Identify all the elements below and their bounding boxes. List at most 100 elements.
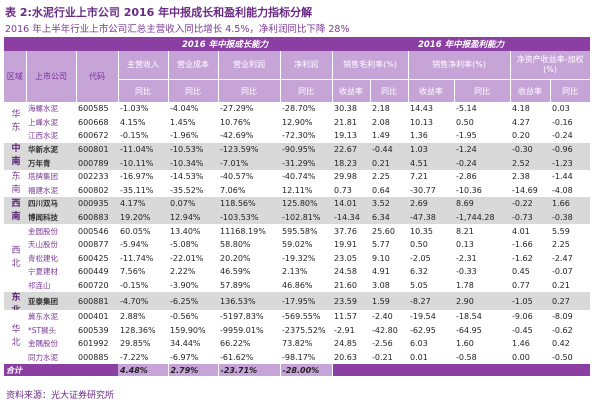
- value-cell: 19.91: [334, 240, 357, 250]
- value-cell: 13.40%: [170, 226, 201, 236]
- value-cell: 0.03: [552, 104, 570, 114]
- value-cell: 1.78: [456, 281, 474, 291]
- value-cell: 7.21: [410, 172, 428, 182]
- value-cell: 8.21: [456, 226, 474, 236]
- company: 冀东水泥: [28, 312, 58, 322]
- column-header: 销售净利率(%): [408, 51, 511, 80]
- value-cell: 7.06%: [220, 185, 246, 195]
- value-cell: 12.90%: [282, 117, 313, 127]
- value-cell: 4.17%: [118, 197, 169, 211]
- value-cell: 2.25: [552, 240, 570, 250]
- data-row: 东南 塔牌集团 002233 -16.97% -14.53% -40.57% -40.74%…: [4, 170, 590, 197]
- company: 福建水泥: [28, 185, 58, 195]
- value-cell: 0.07%: [168, 197, 219, 211]
- value-cell: 21.81: [334, 117, 357, 127]
- value-cell: -18.54: [456, 312, 482, 322]
- data-row: 西南 四川双马 000935 4.17% 0.07% 118.56% 125.80% 14.0…: [4, 197, 591, 225]
- value-cell: -1.44: [552, 172, 573, 182]
- value-cell: 23.59: [332, 292, 371, 310]
- value-cell: -2.05: [410, 253, 431, 263]
- value-cell: -2.47: [552, 253, 573, 263]
- value-cell: -40.57%: [220, 172, 254, 182]
- region: 华东: [9, 109, 20, 136]
- value-cell: -14.69: [512, 185, 538, 195]
- column-header: 净资产收益率-加权(%): [510, 51, 591, 80]
- value-cell: -64.95: [456, 325, 482, 335]
- value-cell: -0.56%: [170, 312, 199, 322]
- subtitle: 2016 年上半年行业上市公司汇总主营收入同比增长 4.5%，净利润同比下降 2…: [5, 24, 350, 35]
- value-cell: -90.95%: [280, 142, 333, 157]
- value-cell: 4.15%: [120, 117, 146, 127]
- value-cell: -4.70%: [118, 292, 169, 310]
- value-cell: 59.02%: [282, 240, 313, 250]
- value-cell: -3.90%: [170, 281, 199, 291]
- data-row: 福建水泥 600802 -35.11% -35.52% 7.06% 12.11% 0.73 0…: [4, 184, 590, 198]
- value-cell: 60.05%: [120, 226, 151, 236]
- value-cell: -1.96%: [170, 131, 199, 141]
- company: *ST狮头: [28, 325, 57, 335]
- value-cell: 2.88%: [120, 312, 146, 322]
- value-cell: 12.94%: [168, 210, 219, 225]
- code: 600881: [76, 292, 119, 310]
- value-cell: 5.05: [410, 281, 428, 291]
- value-cell: -1.05: [510, 292, 551, 310]
- value-cell: -2.31: [456, 253, 477, 263]
- value-cell: -2375.52%: [282, 325, 326, 335]
- value-cell: -22.01%: [170, 253, 204, 263]
- value-cell: -1,744.28: [454, 210, 511, 225]
- value-cell: -0.50: [552, 352, 573, 362]
- value-cell: -30.77: [410, 185, 436, 195]
- header-cell: [4, 37, 119, 51]
- value-cell: -5.08%: [170, 240, 199, 250]
- value-cell: 1.60: [456, 339, 474, 349]
- sub-column-header: 同比: [454, 79, 511, 102]
- value-cell: -8.27: [408, 292, 455, 310]
- value-cell: 1.49: [372, 131, 390, 141]
- company: 博闻科技: [26, 210, 76, 225]
- code: 600672: [78, 131, 109, 141]
- value-cell: -11.04%: [118, 142, 169, 157]
- value-cell: 6.32: [410, 267, 428, 277]
- company: 金隅股份: [28, 339, 58, 349]
- value-cell: 34.44%: [170, 339, 201, 349]
- value-cell: 25.60: [372, 226, 395, 236]
- company: 金圆股份: [28, 226, 58, 236]
- value-cell: 5.77: [372, 240, 390, 250]
- value-cell: 159.90%: [170, 325, 206, 335]
- value-cell: 1.59: [370, 292, 409, 310]
- value-cell: 2.69: [408, 197, 455, 211]
- value-cell: -2.91: [334, 325, 355, 335]
- value-cell: -0.15%: [120, 131, 149, 141]
- data-row: 江西水泥 600672 -0.15% -1.96% -42.69% -72.30% 19.1…: [4, 129, 590, 143]
- value-cell: 4.18: [512, 104, 530, 114]
- value-cell: 1.36: [410, 131, 428, 141]
- value-cell: 0.42: [552, 339, 570, 349]
- column-header: 上市公司: [26, 51, 77, 102]
- value-cell: 10.13: [410, 117, 433, 127]
- data-row: 同力水泥 000885 -7.22% -6.97% -61.62% -98.17% 20.6…: [4, 351, 590, 365]
- value-cell: 23.05: [334, 253, 357, 263]
- value-cell: -19.32%: [282, 253, 316, 263]
- data-row: 华东 海螺水泥 600585 -1.03% -4.04% -27.29% -28.70% 30…: [4, 102, 590, 135]
- total-value: 4.48%: [118, 364, 169, 377]
- value-cell: 6.03: [410, 339, 428, 349]
- value-cell: -98.17%: [282, 352, 316, 362]
- value-cell: -27.29%: [220, 104, 254, 114]
- sub-column-header: 同比: [280, 79, 333, 102]
- value-cell: -10.36: [456, 185, 482, 195]
- value-cell: -123.59%: [218, 142, 281, 157]
- value-cell: 9.10: [372, 253, 390, 263]
- value-cell: 0.20: [512, 131, 530, 141]
- value-cell: 14.01: [332, 197, 371, 211]
- column-header: 营业利润: [218, 51, 281, 80]
- value-cell: 2.18: [372, 104, 390, 114]
- column-header: 主营收入: [118, 51, 169, 80]
- value-cell: 0.00: [512, 352, 530, 362]
- company: 江西水泥: [28, 131, 58, 141]
- value-cell: 57.89%: [220, 281, 251, 291]
- value-cell: 20.20%: [220, 253, 251, 263]
- data-row: 中南 华新水泥 600801 -11.04% -10.53% -123.59% -90.95…: [4, 142, 591, 170]
- column-header: 销售毛利率(%): [332, 51, 409, 80]
- data-row: 东北 亚泰集团 600881 -4.70% -6.25% 136.53% -17.95% 23…: [4, 292, 591, 310]
- data-row: 华北 冀东水泥 000401 2.88% -0.56% -5197.83% -569.55%…: [4, 310, 590, 350]
